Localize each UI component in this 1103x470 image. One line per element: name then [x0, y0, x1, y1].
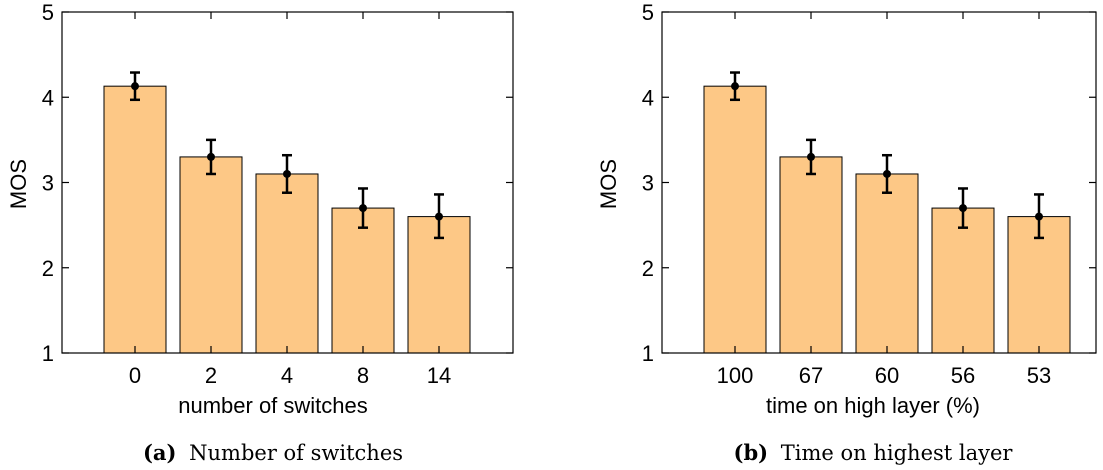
mean-point-b-4	[1035, 212, 1043, 221]
mean-point-b-0	[731, 82, 739, 91]
bar-a-3	[331, 207, 395, 354]
ytick-label-a-4: 5	[42, 0, 54, 25]
xtick-label-b-2: 60	[875, 363, 899, 388]
caption-text-b: Time on highest layer	[781, 441, 1014, 465]
ytick-label-a-0: 1	[42, 341, 54, 366]
mean-point-a-1	[207, 152, 215, 161]
xtick-label-b-0: 100	[717, 363, 754, 388]
ytick-label-b-3: 4	[642, 85, 654, 110]
bar-b-1	[779, 156, 843, 354]
bar-a-1	[179, 156, 243, 354]
caption-b: (b) Time on highest layer	[734, 440, 1014, 465]
bar-b-3	[931, 207, 995, 354]
mean-point-a-0	[131, 82, 139, 91]
xtick-label-b-1: 67	[799, 363, 823, 388]
ytick-label-b-0: 1	[642, 341, 654, 366]
caption-a: (a) Number of switches	[143, 440, 403, 465]
xtick-label-a-0: 0	[129, 363, 141, 388]
bar-b-0	[703, 85, 767, 354]
xtick-label-a-4: 14	[427, 363, 451, 388]
svg-text:(b) Time on highest la: (b) Time on highest layer	[734, 440, 1014, 465]
xtick-label-a-3: 8	[357, 363, 369, 388]
caption-label-a: (a)	[143, 440, 176, 465]
svg-text:(a) Number of switches: (a) Number of switches	[143, 440, 403, 465]
xlabel-a: number of switches	[178, 393, 368, 418]
mean-point-a-2	[283, 169, 291, 178]
xtick-label-a-1: 2	[205, 363, 217, 388]
caption-text-a: Number of switches	[189, 441, 403, 465]
mean-point-b-3	[959, 204, 967, 213]
mean-point-a-4	[435, 212, 443, 221]
ylabel-a: MOS	[6, 159, 31, 209]
xtick-label-b-3: 56	[951, 363, 975, 388]
ytick-label-b-4: 5	[642, 0, 654, 25]
xtick-label-a-2: 4	[281, 363, 293, 388]
ylabel-b: MOS	[596, 159, 621, 209]
ytick-label-a-2: 3	[42, 171, 54, 196]
bar-a-2	[255, 173, 319, 354]
xlabel-b: time on high layer (%)	[766, 393, 980, 418]
chart-panel-b: MOS time on high layer (%) (b) Time on h…	[596, 0, 1097, 465]
chart-panel-a: MOS number of switches (a) Number of swi…	[6, 0, 514, 465]
ytick-label-b-1: 2	[642, 256, 654, 281]
ytick-label-a-3: 4	[42, 85, 54, 110]
xtick-label-b-4: 53	[1027, 363, 1051, 388]
mean-point-a-3	[359, 204, 367, 213]
mean-point-b-2	[883, 169, 891, 178]
mean-point-b-1	[807, 152, 815, 161]
bar-b-2	[855, 173, 919, 354]
ytick-label-b-2: 3	[642, 171, 654, 196]
bar-a-0	[103, 85, 167, 354]
caption-label-b: (b)	[734, 440, 769, 465]
ytick-label-a-1: 2	[42, 256, 54, 281]
bar-a-4	[407, 216, 471, 354]
